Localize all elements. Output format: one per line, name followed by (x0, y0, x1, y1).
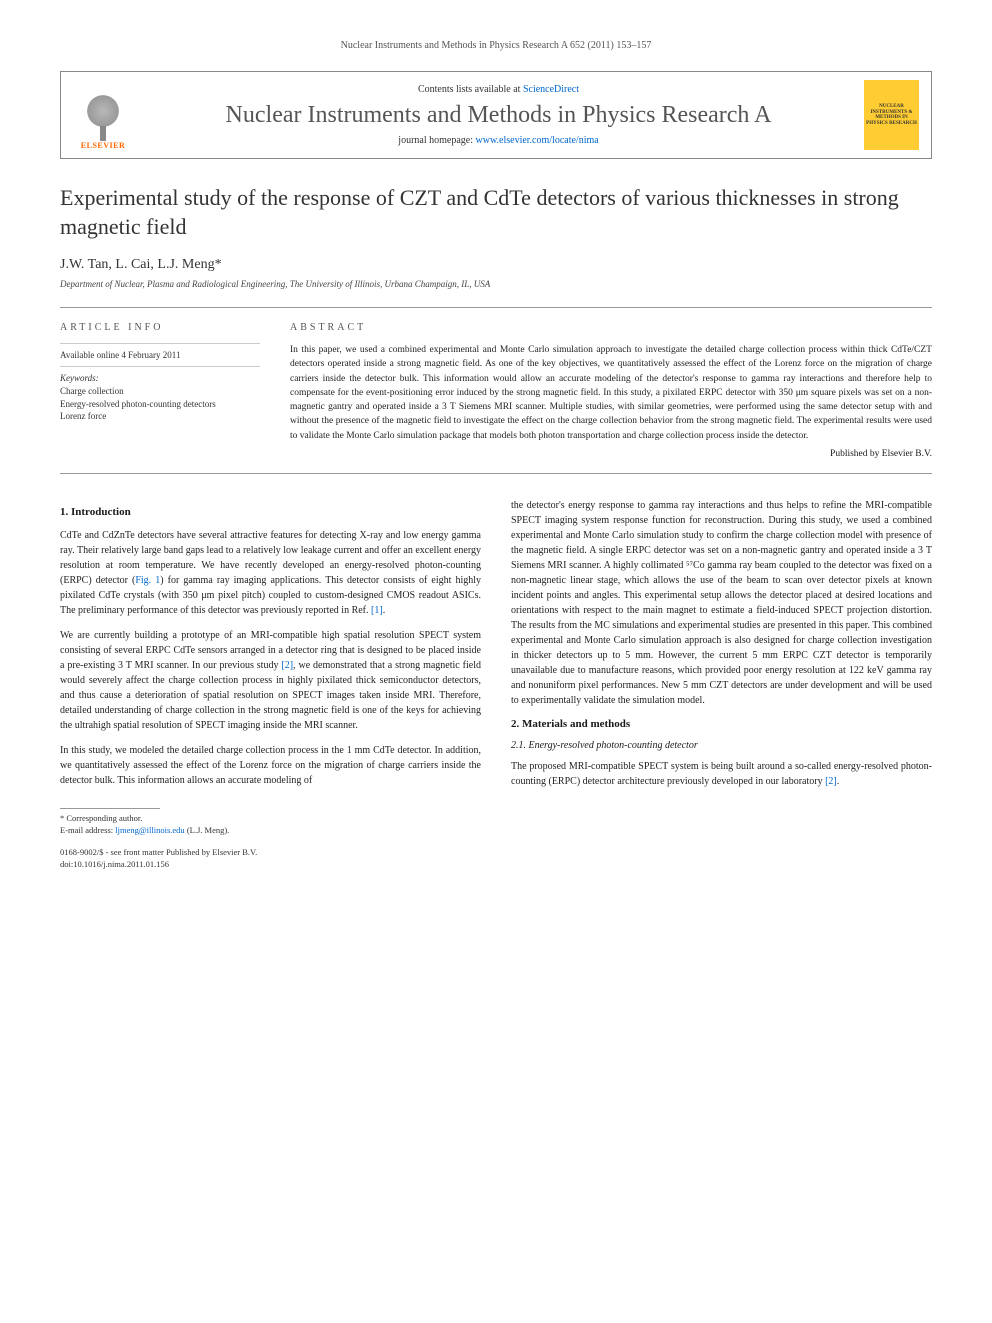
citation-reference[interactable]: [2] (281, 660, 293, 671)
homepage-prefix: journal homepage: (398, 135, 475, 146)
article-info-column: ARTICLE INFO Available online 4 February… (60, 322, 260, 459)
body-paragraph: We are currently building a prototype of… (60, 628, 481, 733)
body-paragraph: the detector's energy response to gamma … (511, 498, 932, 708)
issn-front-matter: 0168-9002/$ - see front matter Published… (60, 847, 481, 859)
doi-line: doi:10.1016/j.nima.2011.01.156 (60, 859, 481, 871)
elsevier-label: ELSEVIER (81, 141, 125, 150)
journal-center-block: Contents lists available at ScienceDirec… (133, 84, 864, 147)
keywords-label: Keywords: (60, 373, 260, 383)
contents-available-line: Contents lists available at ScienceDirec… (133, 84, 864, 95)
journal-cover-thumbnail: NUCLEAR INSTRUMENTS & METHODS IN PHYSICS… (864, 80, 919, 150)
citation-reference[interactable]: [1] (371, 605, 383, 616)
footnote-separator (60, 808, 160, 809)
author-list: J.W. Tan, L. Cai, L.J. Meng* (60, 257, 932, 273)
email-name: (L.J. Meng). (185, 825, 230, 835)
affiliation: Department of Nuclear, Plasma and Radiol… (60, 279, 932, 289)
para-text: . (383, 605, 386, 616)
left-column: 1. Introduction CdTe and CdZnTe detector… (60, 498, 481, 871)
elsevier-logo: ELSEVIER (73, 80, 133, 150)
section-heading-2: 2. Materials and methods (511, 718, 932, 730)
corresponding-marker: * (215, 257, 222, 272)
authors-text: J.W. Tan, L. Cai, L.J. Meng (60, 257, 215, 272)
body-paragraph: CdTe and CdZnTe detectors have several a… (60, 528, 481, 618)
homepage-line: journal homepage: www.elsevier.com/locat… (133, 135, 864, 146)
published-by: Published by Elsevier B.V. (290, 449, 932, 459)
corresponding-author-footnote: * Corresponding author. (60, 813, 481, 825)
email-label: E-mail address: (60, 825, 115, 835)
body-two-column: 1. Introduction CdTe and CdZnTe detector… (60, 498, 932, 871)
homepage-link[interactable]: www.elsevier.com/locate/nima (476, 135, 599, 146)
article-info-heading: ARTICLE INFO (60, 322, 260, 333)
available-online-line: Available online 4 February 2011 (60, 343, 260, 360)
email-footnote: E-mail address: ljmeng@illinois.edu (L.J… (60, 825, 481, 837)
keyword: Lorenz force (60, 410, 260, 423)
figure-reference[interactable]: Fig. 1 (135, 575, 160, 586)
journal-name: Nuclear Instruments and Methods in Physi… (133, 101, 864, 130)
citation-reference[interactable]: [2] (825, 776, 837, 787)
section-heading-1: 1. Introduction (60, 506, 481, 518)
para-text: The proposed MRI-compatible SPECT system… (511, 761, 932, 787)
keyword: Energy-resolved photon-counting detector… (60, 398, 260, 411)
body-paragraph: In this study, we modeled the detailed c… (60, 743, 481, 788)
contents-prefix: Contents lists available at (418, 84, 523, 95)
email-link[interactable]: ljmeng@illinois.edu (115, 825, 184, 835)
article-title: Experimental study of the response of CZ… (60, 184, 932, 241)
sciencedirect-link[interactable]: ScienceDirect (523, 84, 579, 95)
subsection-heading-21: 2.1. Energy-resolved photon-counting det… (511, 740, 932, 751)
running-header: Nuclear Instruments and Methods in Physi… (60, 40, 932, 51)
keyword: Charge collection (60, 385, 260, 398)
abstract-text: In this paper, we used a combined experi… (290, 343, 932, 443)
body-paragraph: The proposed MRI-compatible SPECT system… (511, 759, 932, 789)
abstract-heading: ABSTRACT (290, 322, 932, 333)
para-text: . (837, 776, 840, 787)
journal-masthead: ELSEVIER Contents lists available at Sci… (60, 71, 932, 159)
abstract-column: ABSTRACT In this paper, we used a combin… (290, 322, 932, 459)
elsevier-tree-icon (78, 91, 128, 141)
right-column: the detector's energy response to gamma … (511, 498, 932, 871)
info-abstract-row: ARTICLE INFO Available online 4 February… (60, 307, 932, 474)
